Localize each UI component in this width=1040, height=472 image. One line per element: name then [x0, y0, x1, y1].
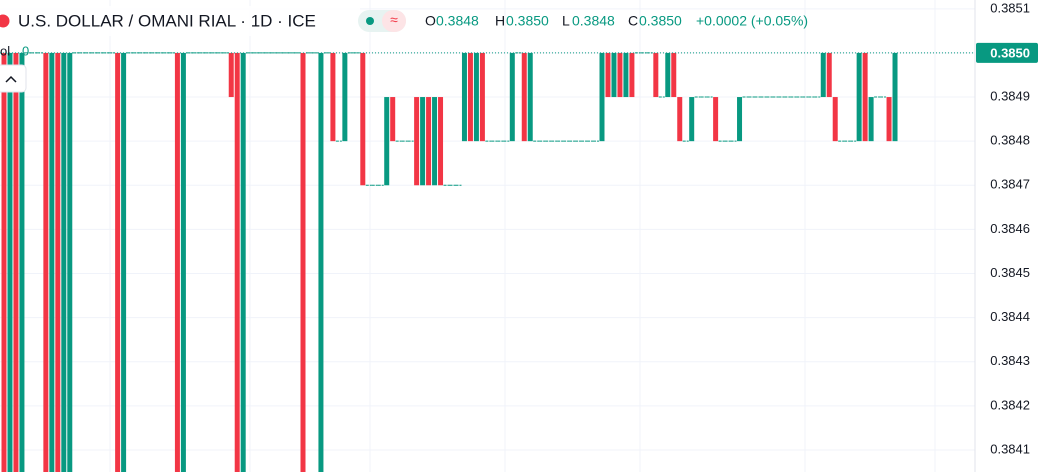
candle-body	[671, 52, 677, 98]
candle-body	[886, 97, 892, 142]
y-tick-label: 0.3841	[990, 441, 1030, 456]
legend-h-label: H	[495, 13, 505, 29]
y-tick-label: 0.3846	[990, 221, 1030, 236]
candle-body	[820, 52, 826, 98]
candle-body	[479, 52, 485, 142]
candles	[1, 52, 898, 472]
chart-title[interactable]: U.S. DOLLAR / OMANI RIAL · 1D · ICE	[18, 11, 316, 30]
volume-label: ol	[0, 43, 10, 58]
candle-body	[61, 52, 67, 472]
candle-body	[832, 97, 838, 142]
candle-body	[234, 52, 240, 472]
candle-body	[868, 97, 874, 142]
y-tick-label: 0.3848	[990, 133, 1030, 148]
candle-body	[605, 52, 611, 98]
volume-value: 0	[22, 43, 29, 58]
delay-icon: ≈	[390, 12, 398, 28]
candle-body	[617, 52, 623, 98]
legend-c-label: C	[628, 13, 638, 29]
candle-body	[330, 52, 336, 142]
legend-c: 0.3850	[639, 13, 682, 29]
candle-body	[892, 52, 898, 142]
last-price-label: 0.3850	[990, 45, 1030, 60]
symbol-icon	[0, 13, 11, 29]
candle-body	[426, 97, 432, 186]
last-price-tag	[976, 42, 1038, 63]
candle-body	[432, 97, 438, 186]
y-tick-label: 0.3849	[990, 88, 1030, 103]
y-tick-label: 0.3843	[990, 353, 1030, 368]
grid	[0, 8, 975, 451]
candle-body	[7, 52, 13, 472]
candle-body	[521, 52, 527, 142]
candle-body	[713, 97, 719, 142]
candle-body	[384, 97, 390, 186]
y-tick-label: 0.3845	[990, 265, 1030, 280]
candle-body	[300, 52, 306, 472]
candle-body	[689, 97, 695, 142]
candle-body	[623, 52, 629, 98]
candle-body	[43, 52, 49, 472]
candle-body	[653, 52, 659, 98]
candle-body	[1, 52, 7, 472]
candle-body	[240, 52, 246, 472]
candle-body	[180, 52, 186, 472]
legend-l-label: L	[562, 13, 570, 29]
y-tick-label: 0.3844	[990, 309, 1030, 324]
candle-body	[461, 52, 467, 142]
legend-o: 0.3848	[436, 13, 479, 29]
candle-body	[342, 52, 348, 142]
market-open-dot	[366, 17, 374, 25]
vertical-grid	[109, 0, 936, 472]
candle-body	[677, 97, 683, 142]
candle-body	[360, 52, 366, 186]
y-tick-label: 0.3851	[990, 0, 1030, 15]
legend-h: 0.3850	[506, 13, 549, 29]
candle-body	[665, 52, 671, 98]
candle-body	[414, 97, 420, 186]
candle-body	[13, 52, 19, 472]
candle-body	[390, 97, 396, 142]
candle-body	[473, 52, 479, 142]
candle-body	[174, 52, 180, 472]
chevron-icon	[5, 75, 17, 83]
status-pill-right[interactable]	[382, 10, 406, 32]
candle-body	[55, 52, 61, 472]
legend-o-label: O	[425, 13, 436, 29]
candle-body	[467, 52, 473, 142]
candle-body	[737, 97, 743, 142]
legend-l: 0.3848	[572, 13, 615, 29]
candle-body	[121, 52, 127, 472]
candle-body	[438, 97, 444, 186]
candle-body	[826, 52, 832, 98]
candle-body	[611, 52, 617, 98]
candle-body	[856, 52, 862, 142]
legend-change: +0.0002 (+0.05%)	[696, 13, 808, 29]
y-tick-label: 0.3842	[990, 397, 1030, 412]
candle-body	[19, 52, 25, 472]
candle-body	[115, 52, 121, 472]
candle-body	[509, 52, 515, 142]
header-bg	[0, 6, 360, 36]
ohlc-legend: O 0.3848 H 0.3850 L 0.3848 C 0.3850 +0.0…	[425, 13, 808, 29]
candle-body	[862, 52, 868, 142]
candle-body	[67, 52, 73, 472]
y-tick-label: 0.3847	[990, 177, 1030, 192]
candle-body	[318, 52, 324, 472]
candle-body	[527, 52, 533, 142]
candle-body	[420, 97, 426, 186]
candle-body	[228, 52, 234, 98]
candle-body	[599, 52, 605, 142]
candle-body	[49, 52, 55, 472]
candle-body	[629, 52, 635, 98]
